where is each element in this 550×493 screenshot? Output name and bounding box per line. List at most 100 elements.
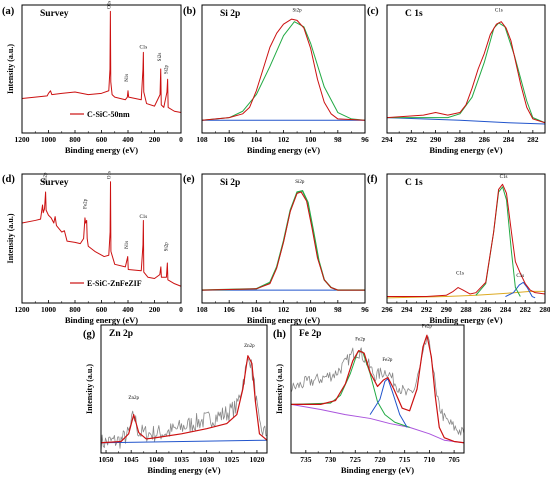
series-line [290,403,465,444]
peak-annotation: O1s [108,1,113,9]
panel-letter: (f) [367,174,378,185]
peak-annotation: N1s [125,74,130,82]
x-tick-label: 725 [350,455,362,464]
x-tick-label: 280 [539,305,550,314]
panel-title: Fe 2p [299,329,321,339]
y-axis-label: Intensity (a.u.) [6,44,15,94]
plot-frame [100,324,268,454]
series-line [21,181,182,287]
panel-letter: (g) [83,329,96,340]
xps-panel: (f) C 1s 296 294 292 290 288 286 284 282 280 Bindin… [367,173,550,325]
peak-annotation: Si2p [292,8,302,13]
series-line [201,18,366,121]
x-tick-label: 0 [179,135,183,144]
x-axis-label: Binding energy (eV) [247,145,320,155]
xps-panel: (h) Fe 2p 735 730 725 720 715 710 705 Binding ene… [273,324,465,475]
panel-title: Zn 2p [109,329,133,339]
peak-annotation: C1s [516,274,524,279]
series-line [290,336,465,436]
x-axis-label: Binding energy (eV) [341,465,414,475]
x-tick-label: 600 [96,305,108,314]
legend-label: E-SiC-ZnFeZIF [87,279,142,288]
x-tick-label: 286 [479,135,491,144]
panel-letter: (h) [273,329,286,340]
peak-annotation: C1s [456,272,464,277]
peak-annotation: Si2p [295,180,305,185]
x-tick-label: 96 [361,305,369,314]
x-axis-label: Binding energy (eV) [247,315,320,325]
panel-title: C 1s [405,178,423,188]
x-tick-label: 108 [196,135,208,144]
y-axis-label: Intensity (a.u.) [275,364,284,414]
x-tick-label: 1045 [124,455,139,464]
peak-annotation: Fe2p [355,337,366,342]
xps-panel: (b) Si 2p 108 106 104 102 100 98 96 Binding energ… [183,4,369,155]
y-axis-label: Intensity (a.u.) [6,213,15,263]
xps-panel: (a) Survey 1200 1000 800 600 400 200 0 Binding en… [2,1,183,155]
x-tick-label: 104 [251,135,263,144]
xps-panel: (d) Survey 1200 1000 800 600 400 200 0 Binding en… [2,171,183,325]
peak-annotation: O1s [108,171,113,179]
x-tick-label: 1200 [15,135,30,144]
series-line [387,183,546,298]
series-line [100,355,268,444]
peak-annotation: Fe2p [83,198,88,209]
series-line [386,21,546,124]
x-tick-label: 1030 [199,455,214,464]
peak-annotation: C1s [495,8,503,13]
x-tick-label: 282 [520,305,532,314]
peak-annotation: Si2p [165,64,170,74]
x-tick-label: 1025 [224,455,239,464]
x-tick-label: 1040 [149,455,164,464]
x-tick-label: 106 [224,135,236,144]
x-tick-label: 715 [399,455,411,464]
x-tick-label: 1020 [249,455,264,464]
series-line [505,281,536,299]
x-tick-label: 400 [122,135,134,144]
x-axis-label: Binding energy (eV) [65,315,138,325]
x-tick-label: 284 [503,135,515,144]
peak-annotation: C1s [139,46,147,51]
x-tick-label: 720 [374,455,386,464]
peak-annotation: Si2p [165,242,170,252]
x-tick-label: 800 [69,305,81,314]
x-tick-label: 98 [334,305,342,314]
x-tick-label: 600 [96,135,108,144]
x-tick-label: 290 [430,135,442,144]
x-tick-label: 282 [527,135,539,144]
x-axis-label: Binding energy (eV) [65,145,138,155]
panel-title: Si 2p [220,178,240,188]
peak-annotation: C1s [500,175,508,180]
series-line [386,117,546,125]
x-tick-label: 705 [448,455,460,464]
series-line [100,439,268,444]
x-tick-label: 108 [196,305,208,314]
x-tick-label: 288 [460,305,472,314]
series-line [201,21,366,121]
x-tick-label: 710 [424,455,436,464]
panel-letter: (a) [2,6,15,17]
x-axis-label: Binding energy (eV) [147,465,220,475]
series-line [291,334,465,444]
x-tick-label: 1200 [15,305,30,314]
series-line [100,358,268,452]
peak-annotation: Fe2p [382,358,393,363]
x-tick-label: 800 [69,135,81,144]
x-axis-label: Binding energy (eV) [429,145,502,155]
x-tick-label: 106 [224,305,236,314]
x-tick-label: 292 [421,305,433,314]
x-tick-label: 286 [480,305,492,314]
x-tick-label: 100 [305,135,317,144]
series-line [201,191,365,291]
x-tick-label: 290 [441,305,453,314]
x-tick-label: 98 [334,135,342,144]
x-tick-label: 96 [361,135,369,144]
x-tick-label: 0 [179,305,183,314]
peak-annotation: N1s [125,241,130,249]
panel-letter: (c) [367,6,379,17]
peak-annotation: C1s [139,215,147,220]
x-tick-label: 1035 [174,455,189,464]
x-tick-label: 288 [454,135,466,144]
x-tick-label: 1000 [41,305,56,314]
x-tick-label: 292 [406,135,418,144]
